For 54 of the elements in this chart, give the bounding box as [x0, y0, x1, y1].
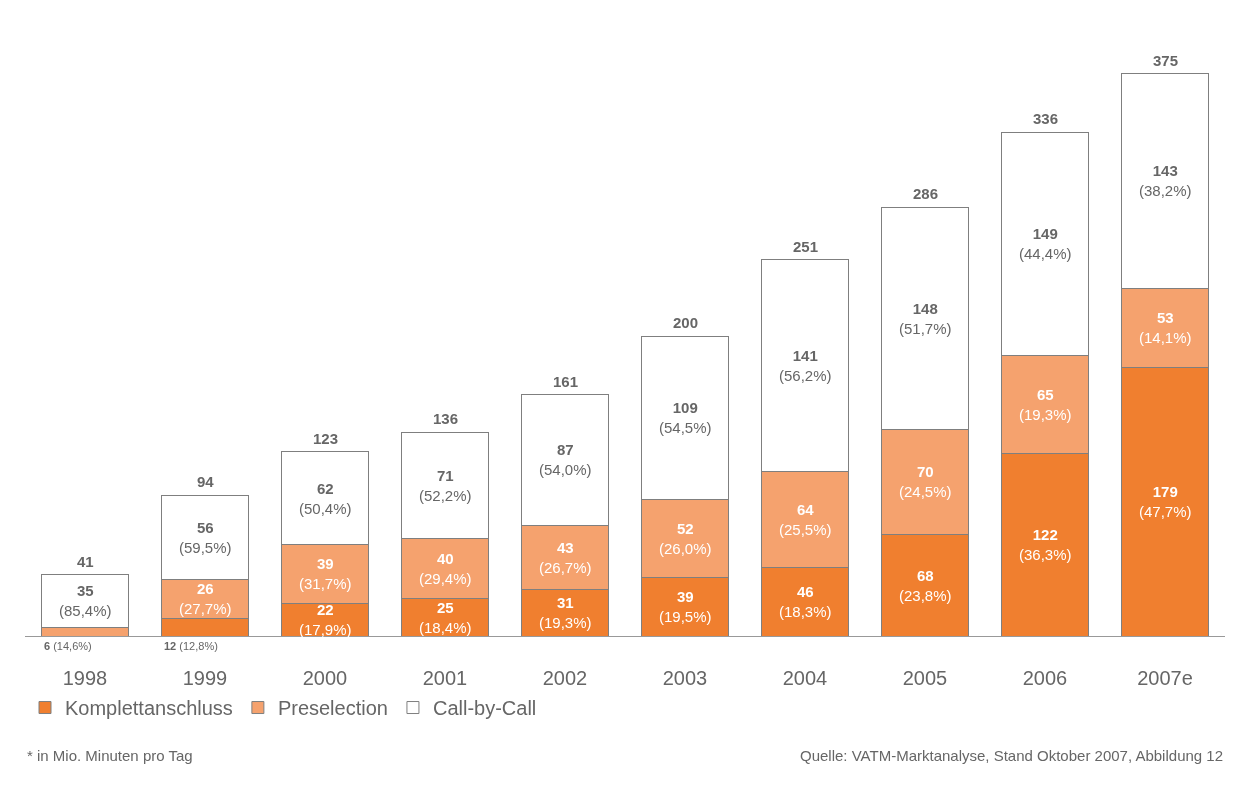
- data-label: 52 (26,0%): [659, 520, 712, 557]
- data-label: 39 (19,5%): [659, 588, 712, 625]
- data-label: 149 (44,4%): [1019, 225, 1072, 262]
- total-label: 251: [793, 238, 819, 255]
- x-tick-label: 2005: [902, 667, 948, 689]
- total-label: 123: [313, 430, 339, 447]
- data-label: 40 (29,4%): [419, 550, 472, 587]
- data-label: 87 (54,0%): [539, 441, 592, 478]
- data-label: 65 (19,3%): [1019, 386, 1072, 423]
- data-label: 64 (25,5%): [779, 501, 832, 538]
- total-label: 94: [197, 473, 215, 490]
- x-tick-label: 2003: [662, 667, 708, 689]
- total-label: 200: [673, 314, 699, 331]
- data-label: 39 (31,7%): [299, 555, 352, 592]
- total-label: 375: [1153, 52, 1179, 69]
- data-label: 68 (23,8%): [899, 567, 952, 604]
- data-label: 148 (51,7%): [899, 300, 952, 337]
- data-label: 143 (38,2%): [1139, 162, 1192, 199]
- total-label: 41: [77, 553, 94, 570]
- total-label: 286: [913, 185, 939, 202]
- data-label: 26 (27,7%): [179, 580, 232, 617]
- total-label: 336: [1033, 110, 1059, 127]
- data-label: 71 (52,2%): [419, 467, 472, 504]
- data-label: 122 (36,3%): [1019, 526, 1072, 563]
- x-tick-label: 2001: [422, 667, 468, 689]
- legend-label: Call-by-Call: [432, 697, 537, 720]
- data-label: 6 (14,6%): [44, 640, 92, 652]
- data-label: 22 (17,9%): [299, 601, 352, 638]
- x-tick-label: 1999: [182, 667, 228, 689]
- x-tick-label: 2002: [542, 667, 588, 689]
- total-label: 161: [553, 373, 579, 390]
- legend-label: Preselection: [277, 697, 388, 720]
- data-label: 141 (56,2%): [779, 347, 832, 384]
- data-label: 43 (26,7%): [539, 539, 592, 576]
- data-label: 179 (47,7%): [1139, 483, 1192, 520]
- x-tick-label: 2006: [1022, 667, 1068, 689]
- data-label: 25 (18,4%): [419, 599, 472, 636]
- x-tick-label: 2000: [302, 667, 348, 689]
- total-label: 136: [433, 410, 459, 427]
- x-tick-label: 2007e: [1137, 667, 1193, 689]
- source-note: Quelle: VATM-Marktanalyse, Stand Oktober 2007, Abbildung 12: [800, 747, 1224, 764]
- x-tick-label: 1998: [62, 667, 108, 689]
- data-label: 12 (12,8%): [164, 640, 218, 652]
- text: * in Mio. Minuten pro Tag: [27, 747, 193, 764]
- data-label: 62 (50,4%): [299, 480, 352, 517]
- data-label: 70 (24,5%): [899, 463, 952, 500]
- data-label: 35 (85,4%): [59, 582, 112, 619]
- data-label: 56 (59,5%): [179, 519, 232, 556]
- data-label: 46 (18,3%): [779, 583, 832, 620]
- data-label: 31 (19,3%): [539, 594, 592, 631]
- data-label: 53 (14,1%): [1139, 309, 1192, 346]
- data-label: 109 (54,5%): [659, 399, 712, 436]
- legend-label: Komplettanschluss: [65, 697, 233, 720]
- x-tick-label: 2004: [782, 667, 828, 689]
